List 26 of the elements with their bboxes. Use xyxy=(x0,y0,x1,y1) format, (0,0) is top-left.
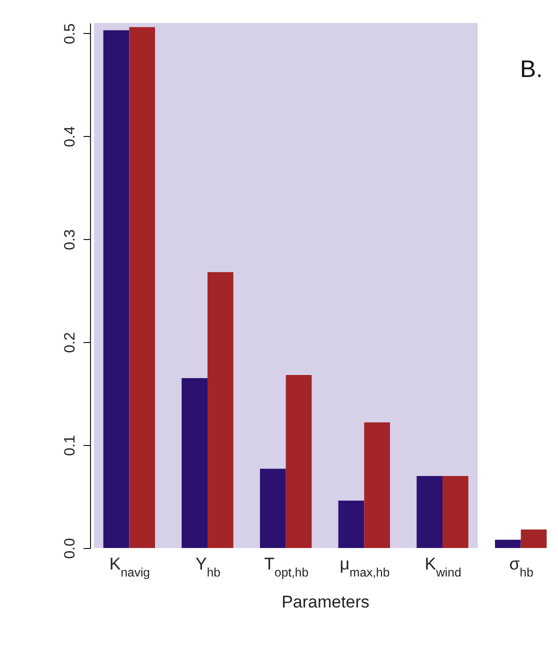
y-tick-label: 0.5 xyxy=(62,23,78,44)
y-tick-label: 0.4 xyxy=(62,126,78,148)
x-tick-label: σ$_{hb}$ xyxy=(509,554,534,580)
bar xyxy=(182,378,208,548)
bar xyxy=(286,375,312,548)
bar xyxy=(442,476,468,548)
bar xyxy=(364,422,390,548)
annotation: B. xyxy=(520,56,543,83)
x-tick-label: μ$_{max,hb}$ xyxy=(340,554,390,580)
x-axis-title: Parameters xyxy=(282,592,370,612)
x-tick-label: K$_{navig}$ xyxy=(109,554,150,580)
x-tick-label: Y$_{hb}$ xyxy=(196,554,221,580)
y-tick-label: 0.0 xyxy=(62,538,78,559)
y-tick-label: 0.1 xyxy=(62,435,78,456)
bar xyxy=(103,30,130,548)
x-tick-label: T$_{opt,hb}$ xyxy=(264,554,309,580)
x-tick-label: K$_{wind}$ xyxy=(424,554,462,580)
bar xyxy=(260,468,286,548)
bar xyxy=(208,272,234,548)
bar xyxy=(494,540,521,548)
y-tick-label: 0.2 xyxy=(62,332,78,354)
bar xyxy=(520,529,547,548)
bar xyxy=(129,27,156,548)
bar xyxy=(416,476,442,548)
y-tick-label: 0.3 xyxy=(62,229,78,250)
bar xyxy=(338,500,364,548)
